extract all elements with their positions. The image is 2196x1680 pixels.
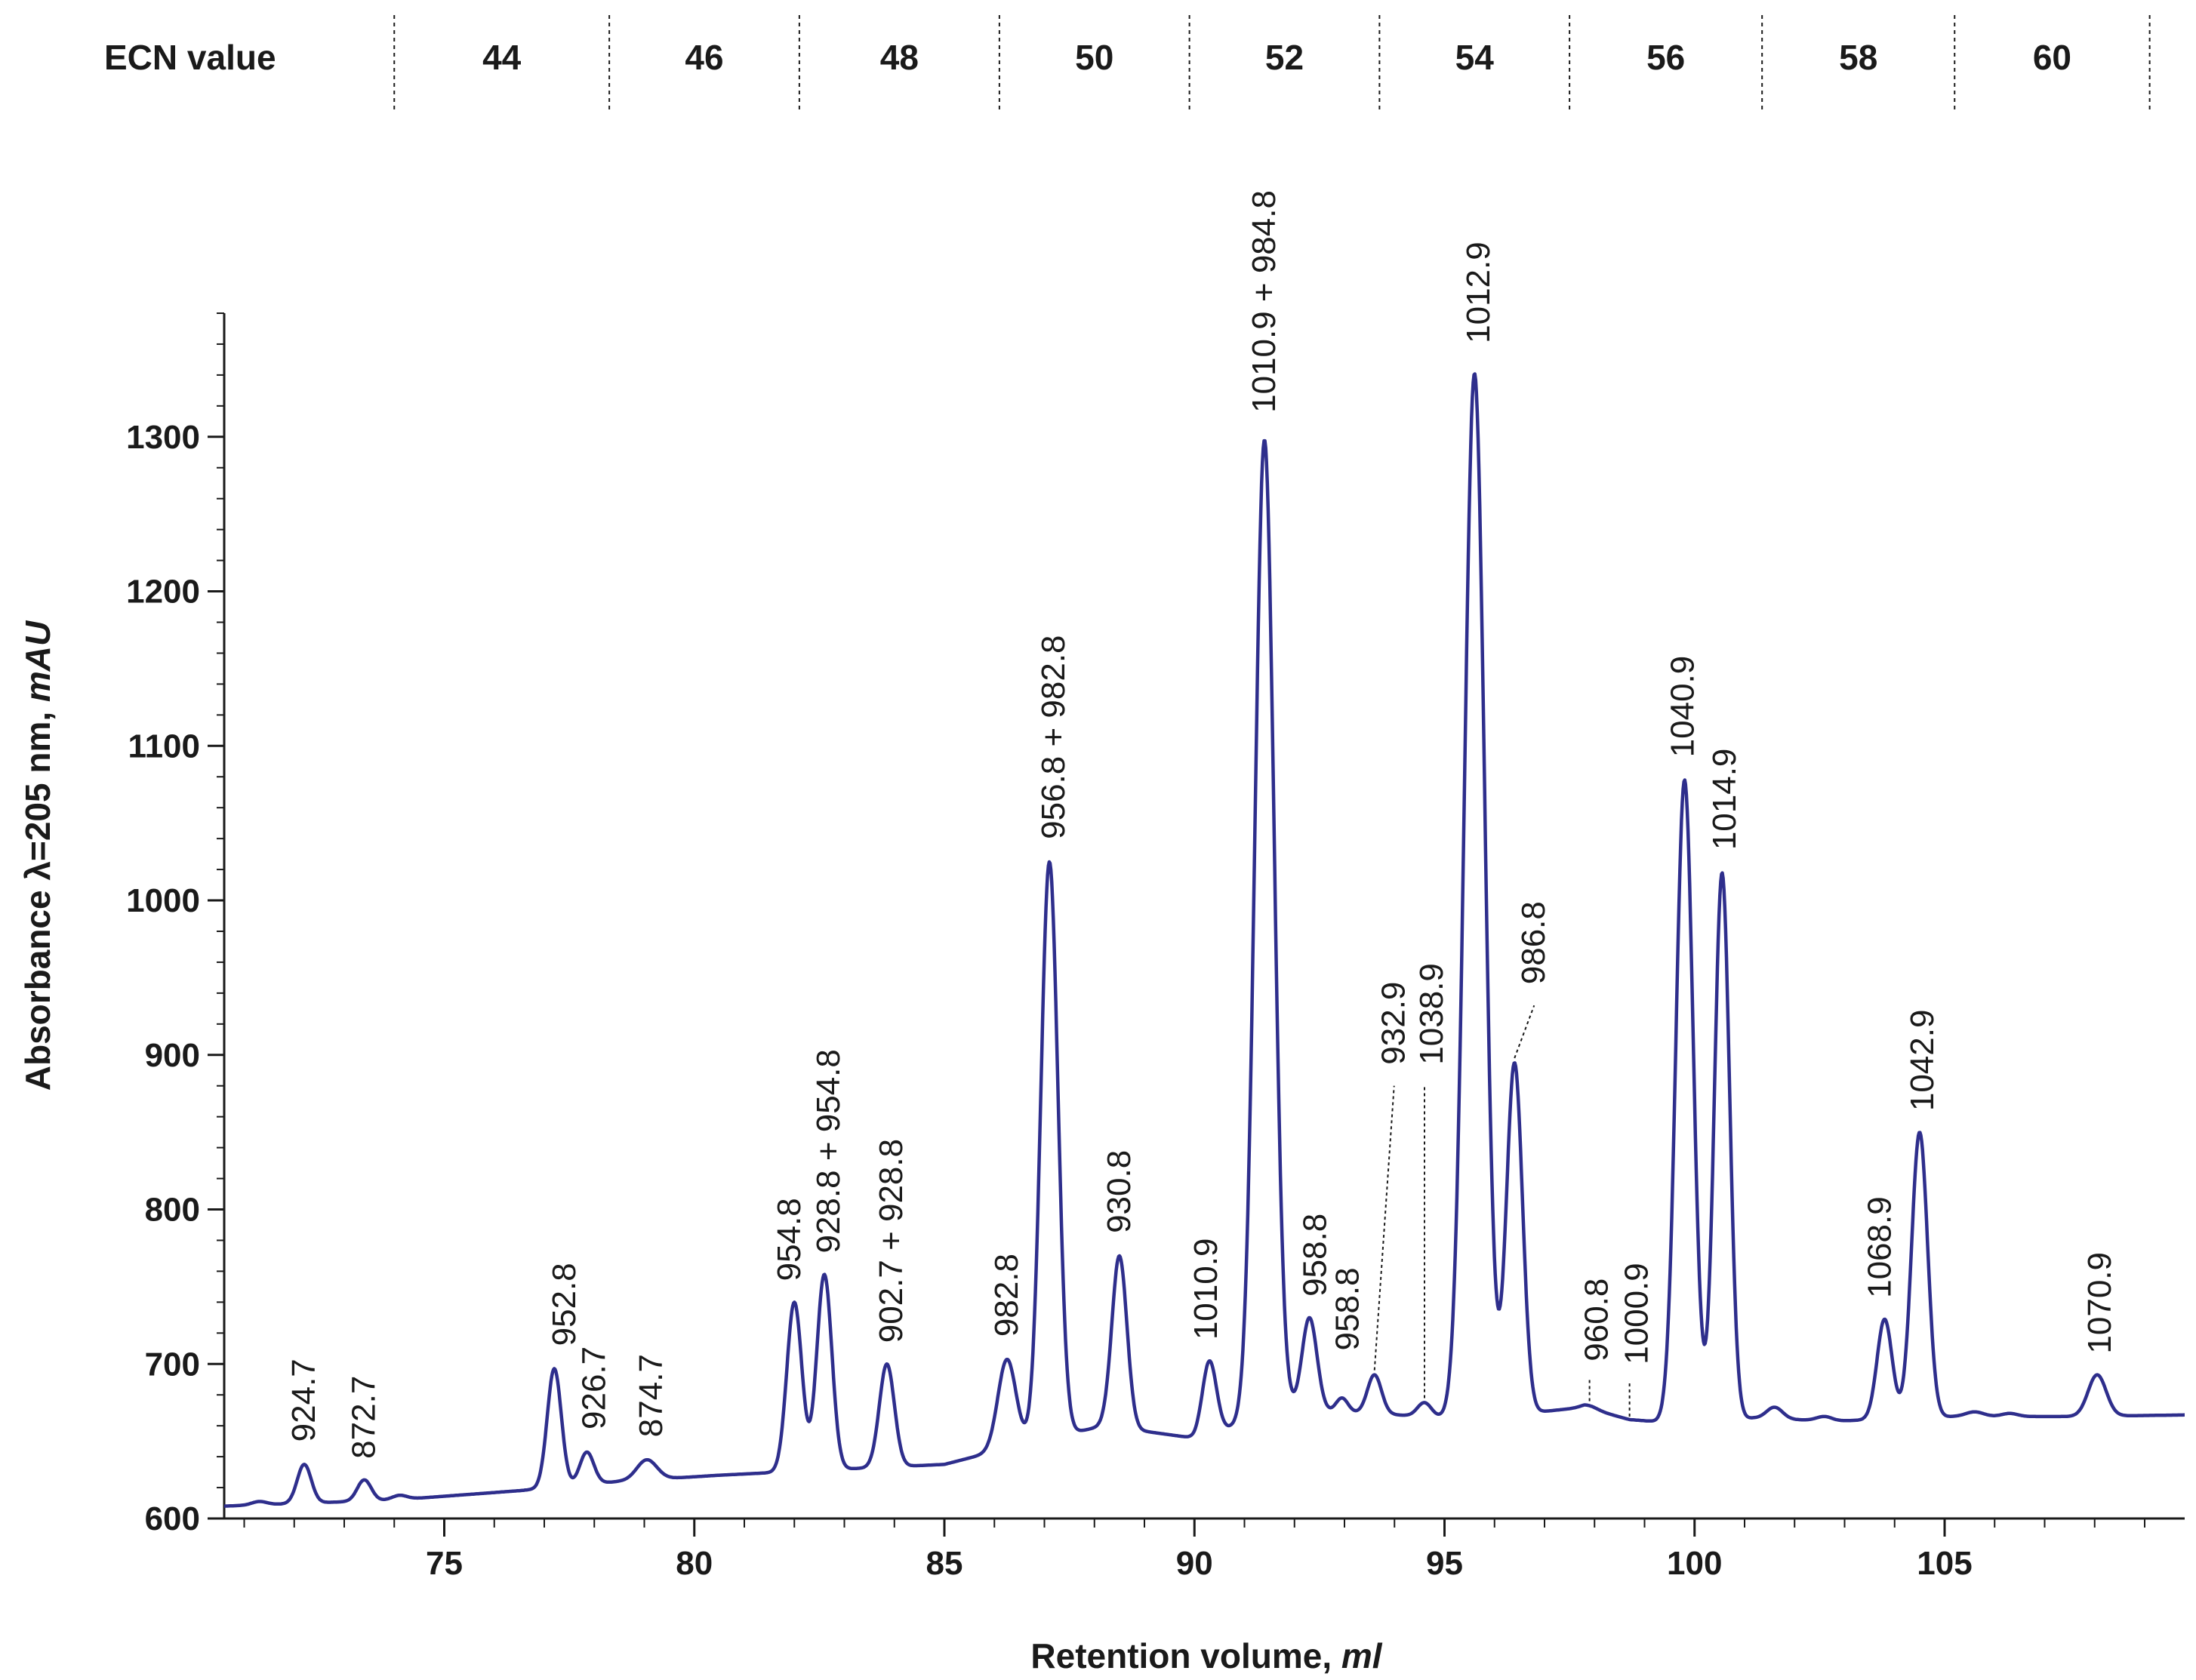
peak-label: 1010.9 bbox=[1187, 1238, 1224, 1340]
y-tick-label: 900 bbox=[145, 1037, 200, 1074]
peak-label: 982.8 bbox=[988, 1254, 1025, 1337]
y-tick-label: 800 bbox=[145, 1192, 200, 1229]
y-tick-label: 1100 bbox=[128, 728, 200, 765]
y-tick-label: 700 bbox=[145, 1346, 200, 1383]
x-axis-title: Retention volume, ml bbox=[1030, 1636, 1382, 1675]
peak-label: 1070.9 bbox=[2081, 1252, 2118, 1354]
peak-label: 1040.9 bbox=[1665, 656, 1702, 758]
x-tick-label: 80 bbox=[676, 1545, 713, 1582]
x-tick-label: 105 bbox=[1917, 1545, 1972, 1582]
x-tick-label: 75 bbox=[426, 1545, 463, 1582]
peak-label: 986.8 bbox=[1515, 901, 1552, 984]
ecn-value: 52 bbox=[1265, 38, 1304, 77]
x-tick-label: 95 bbox=[1426, 1545, 1463, 1582]
x-tick-label: 90 bbox=[1176, 1545, 1213, 1582]
ecn-value: 50 bbox=[1075, 38, 1113, 77]
y-tick-label: 1300 bbox=[126, 419, 200, 456]
chromatogram-trace bbox=[223, 372, 2186, 1508]
peak-label: 1068.9 bbox=[1862, 1196, 1899, 1298]
y-tick-label: 600 bbox=[145, 1500, 200, 1537]
ecn-value: 58 bbox=[1839, 38, 1877, 77]
x-tick-label: 100 bbox=[1667, 1545, 1722, 1582]
peak-label: 930.8 bbox=[1101, 1150, 1138, 1233]
peak-label: 872.7 bbox=[346, 1376, 383, 1459]
peak-label: 954.8 bbox=[771, 1198, 808, 1281]
peak-label: 1038.9 bbox=[1413, 963, 1450, 1065]
y-axis-title: Absorbance λ=205 nm, mAU bbox=[18, 620, 57, 1091]
peak-label: 924.7 bbox=[285, 1358, 322, 1442]
peak-label: 926.7 bbox=[575, 1346, 612, 1429]
peak-leader-line bbox=[1514, 1005, 1535, 1059]
peak-label: 874.7 bbox=[633, 1354, 670, 1437]
peak-label: 952.8 bbox=[546, 1263, 583, 1346]
y-tick-label: 1000 bbox=[126, 882, 200, 919]
x-tick-label: 85 bbox=[926, 1545, 963, 1582]
peak-label: 958.8 bbox=[1329, 1267, 1366, 1350]
y-tick-label: 1200 bbox=[126, 574, 200, 611]
ecn-value: 44 bbox=[482, 38, 522, 77]
peak-label: 928.8 + 954.8 bbox=[810, 1049, 847, 1253]
peak-label: 1042.9 bbox=[1904, 1010, 1941, 1112]
ecn-band: ECN value 44 46 48 50 52 54 56 58 60 bbox=[104, 15, 2151, 113]
ecn-value: 56 bbox=[1646, 38, 1685, 77]
peak-label: 960.8 bbox=[1578, 1278, 1615, 1362]
trace-layer bbox=[223, 372, 2186, 1508]
peak-label: 958.8 bbox=[1297, 1214, 1334, 1297]
peak-label: 1014.9 bbox=[1706, 749, 1743, 851]
ecn-value: 60 bbox=[2033, 38, 2071, 77]
peak-label: 932.9 bbox=[1375, 982, 1412, 1065]
peak-label: 902.7 + 928.8 bbox=[873, 1139, 910, 1343]
peak-label: 956.8 + 982.8 bbox=[1035, 635, 1072, 838]
ecn-value: 48 bbox=[880, 38, 919, 77]
peak-label: 1012.9 bbox=[1460, 242, 1497, 343]
axes: 600 700 800 900 1000 1100 1200 1300 75 80 85 90 95 10… bbox=[126, 312, 2185, 1582]
ecn-value: 54 bbox=[1455, 38, 1495, 77]
peak-label: 1010.9 + 984.8 bbox=[1246, 190, 1283, 413]
ecn-value: 46 bbox=[685, 38, 723, 77]
axis-titles: Retention volume, ml Absorbance λ=205 nm… bbox=[18, 620, 1383, 1675]
peak-leader-line bbox=[1373, 1085, 1395, 1371]
peak-label: 1000.9 bbox=[1619, 1263, 1655, 1365]
ecn-band-label: ECN value bbox=[104, 38, 276, 77]
